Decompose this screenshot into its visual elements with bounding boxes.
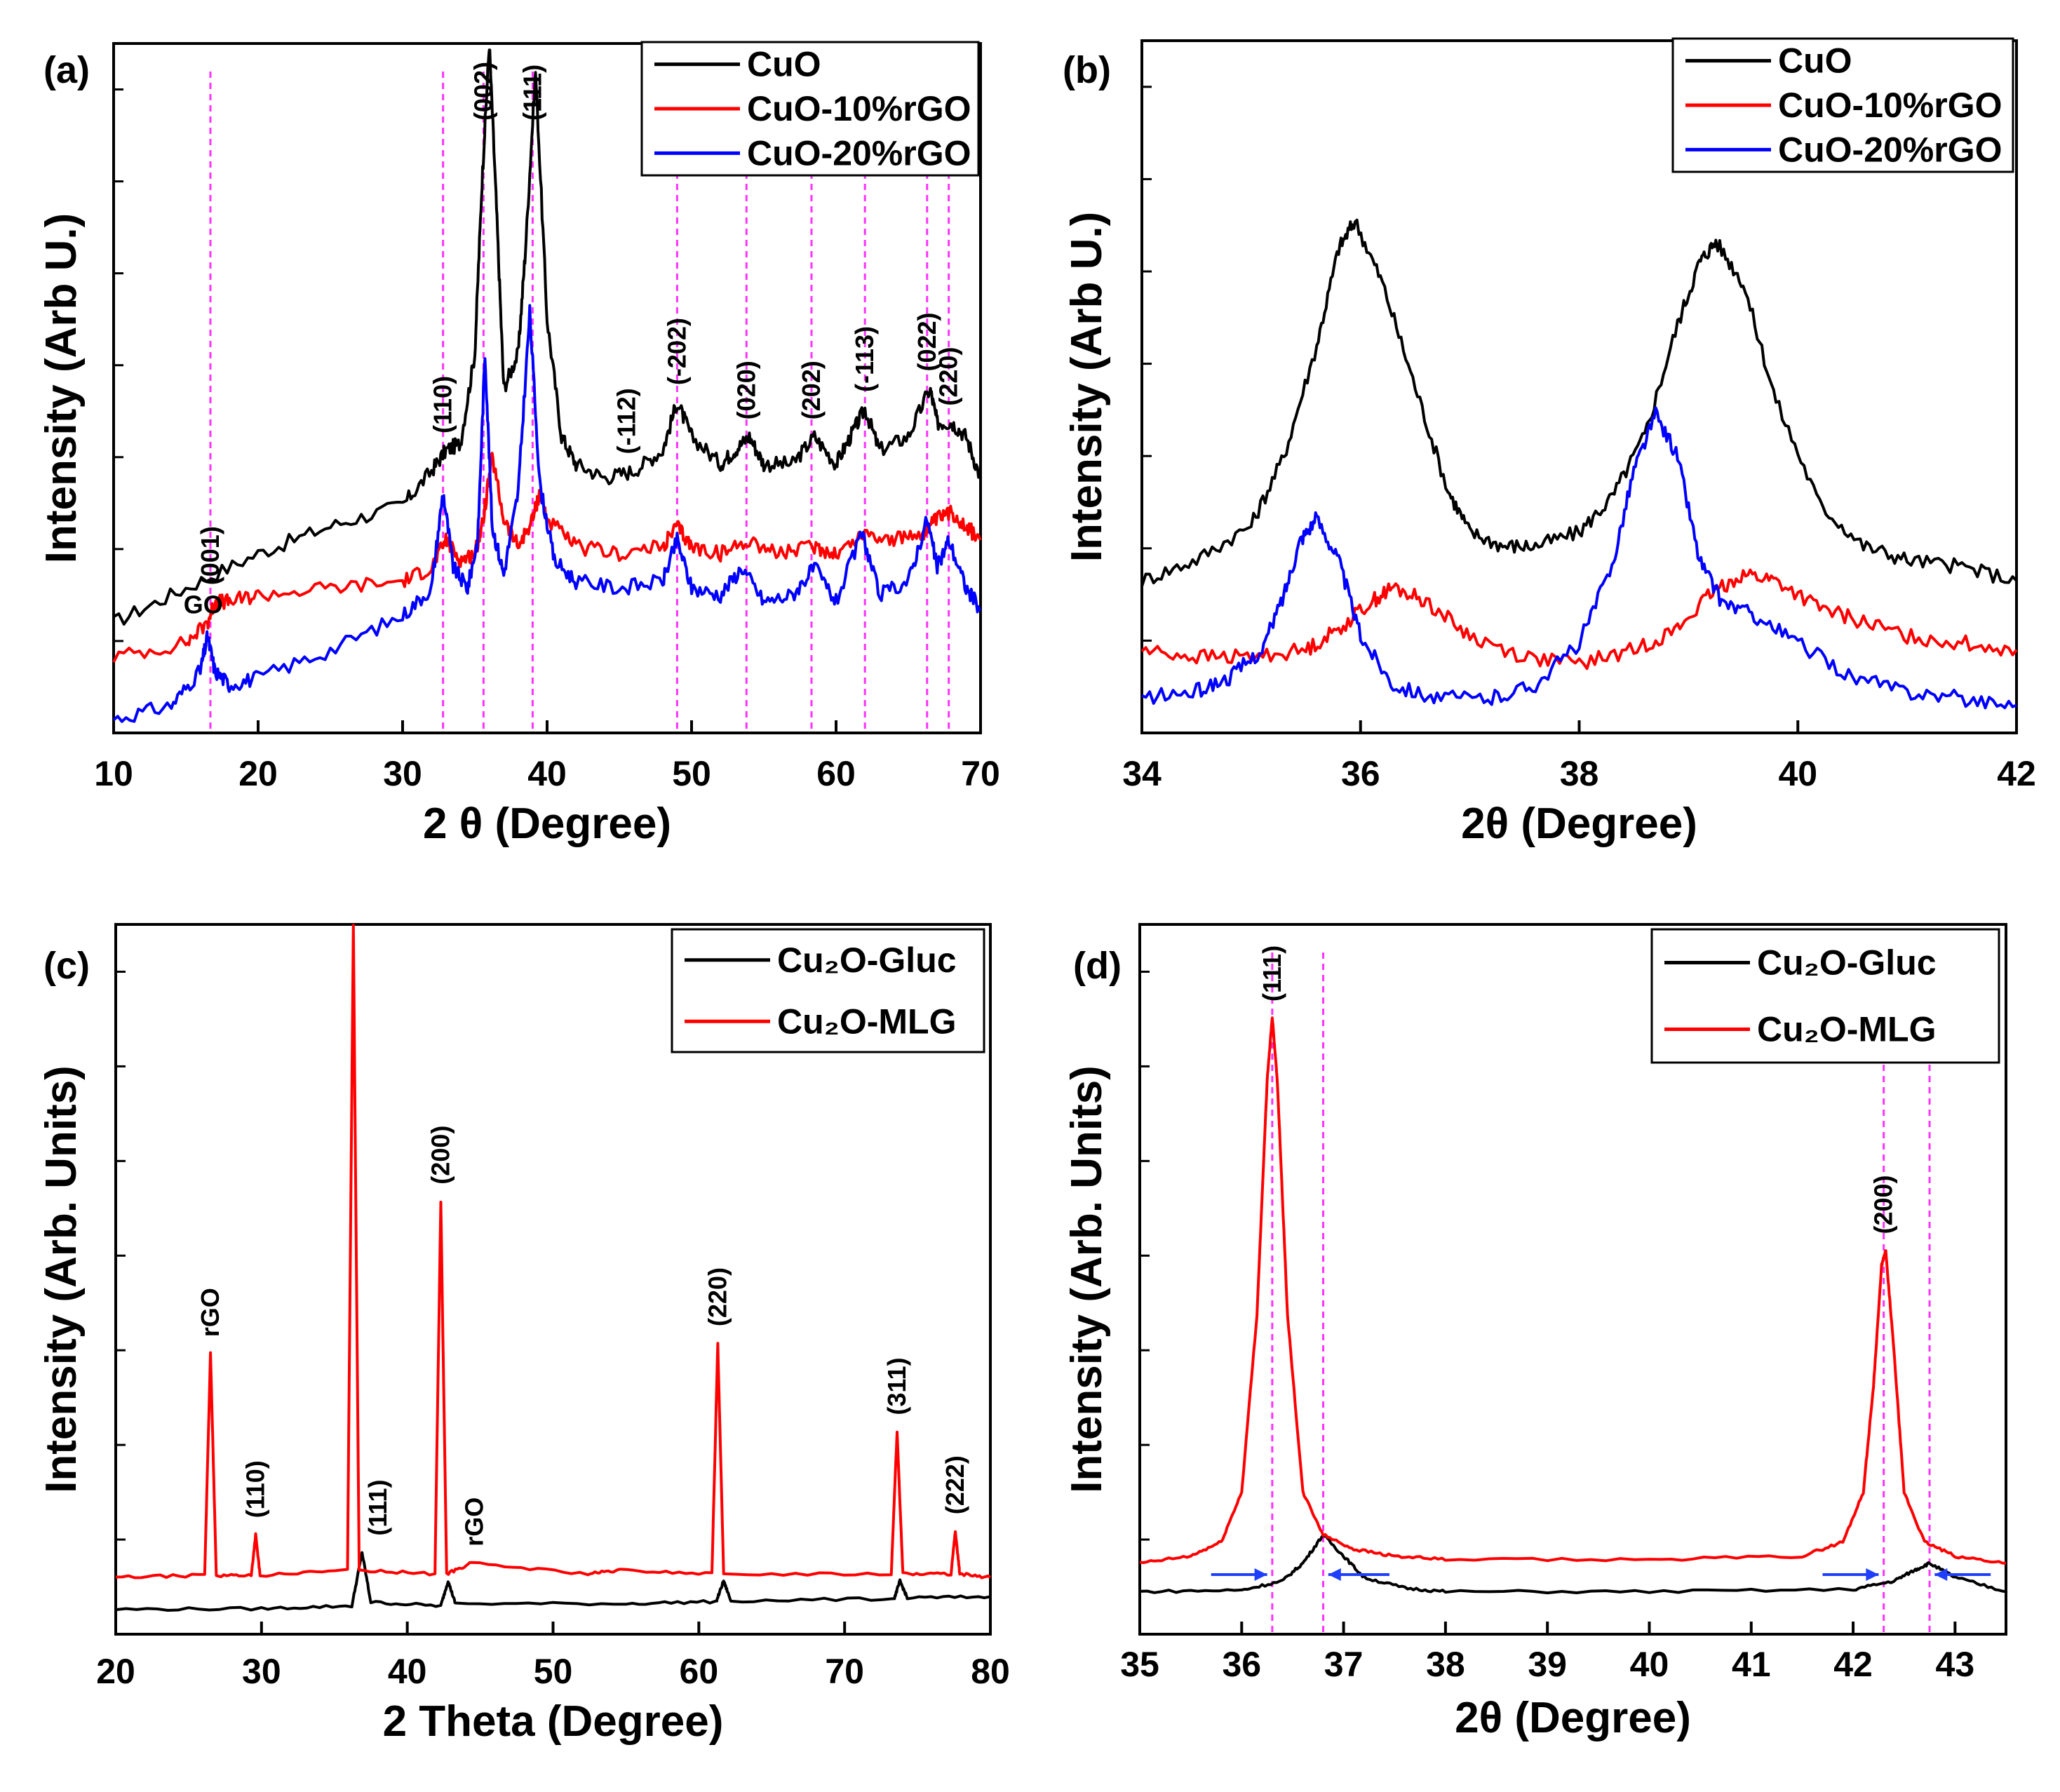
y-axis-title: Intensity (Arb U.) bbox=[1063, 212, 1111, 562]
x-axis-title: 2 θ (Degree) bbox=[423, 800, 671, 848]
peak-label: (222) bbox=[941, 1455, 969, 1514]
legend-entry: Cu₂O-MLG bbox=[1757, 1010, 1937, 1049]
legend-entry: CuO bbox=[1778, 41, 1852, 81]
arrow-head bbox=[1328, 1568, 1341, 1581]
y-axis-title: Intensity (Arb U.) bbox=[37, 213, 86, 563]
peak-label: (001) bbox=[196, 526, 224, 585]
x-tick-label: 30 bbox=[383, 754, 422, 793]
y-axis-title: Intensity (Arb. Units) bbox=[1063, 1065, 1111, 1493]
arrow-head bbox=[1934, 1568, 1948, 1581]
series-line bbox=[113, 48, 982, 626]
peak-label: (311) bbox=[882, 1358, 911, 1415]
x-tick-label: 20 bbox=[96, 1652, 135, 1691]
legend-entry: CuO-10%rGO bbox=[747, 89, 971, 128]
x-tick-label: 60 bbox=[816, 754, 856, 793]
arrow-head bbox=[1254, 1568, 1267, 1581]
peak-label: rGO bbox=[196, 1288, 224, 1337]
x-tick-label: 35 bbox=[1120, 1645, 1159, 1684]
x-tick-label: 40 bbox=[1630, 1645, 1669, 1684]
peak-label: (220) bbox=[934, 347, 963, 406]
x-tick-label: 60 bbox=[680, 1652, 719, 1691]
x-tick-label: 40 bbox=[1778, 754, 1817, 793]
peak-label: (110) bbox=[429, 376, 457, 433]
x-tick-label: 10 bbox=[94, 754, 133, 793]
panel-label: (d) bbox=[1073, 945, 1122, 987]
peak-label: (110) bbox=[241, 1460, 270, 1518]
x-tick-label: 36 bbox=[1341, 754, 1380, 793]
x-axis-title: 2 Theta (Degree) bbox=[383, 1697, 724, 1746]
chart-panel-b: 34 36 38 40 42 CuO CuO-10%rGO CuO-20%rGO 2θ (Deg… bbox=[1063, 32, 2045, 848]
series-line bbox=[115, 1551, 991, 1612]
peak-label: (111) bbox=[1258, 945, 1286, 1002]
x-tick-label: 40 bbox=[527, 754, 567, 793]
peak-label: (-113) bbox=[850, 326, 879, 392]
peak-label: (020) bbox=[732, 361, 760, 419]
x-axis-title: 2θ (Degree) bbox=[1455, 1694, 1691, 1742]
panel-background bbox=[39, 912, 1003, 1774]
x-tick-label: 50 bbox=[534, 1652, 573, 1691]
x-tick-label: 20 bbox=[238, 754, 278, 793]
series-line bbox=[1139, 1534, 2007, 1595]
chart-panel-c: 20 30 40 50 60 70 80 rGO (110) (111) (200) rGO (220)… bbox=[37, 912, 1010, 1774]
peak-label: rGO bbox=[459, 1497, 488, 1547]
series-line bbox=[112, 304, 982, 723]
panel-label: (b) bbox=[1063, 49, 1111, 91]
series-line bbox=[1140, 568, 2018, 671]
peak-label: (022) bbox=[913, 312, 941, 371]
peak-label: GO bbox=[184, 591, 223, 619]
x-tick-label: 37 bbox=[1324, 1645, 1364, 1684]
legend-entry: CuO-20%rGO bbox=[747, 133, 971, 173]
y-axis-title: Intensity (Arb. Units) bbox=[37, 1065, 86, 1493]
peak-label: (200) bbox=[426, 1126, 455, 1185]
x-tick-label: 42 bbox=[1997, 754, 2036, 793]
peak-label: (111) bbox=[363, 1480, 392, 1536]
x-axis-title: 2θ (Degree) bbox=[1461, 800, 1697, 848]
x-tick-label: 42 bbox=[1833, 1645, 1873, 1684]
panel-label: (c) bbox=[43, 945, 90, 987]
x-tick-label: 50 bbox=[672, 754, 711, 793]
series-line bbox=[115, 924, 992, 1579]
x-tick-label: 30 bbox=[242, 1652, 281, 1691]
chart-panel-a: 10 20 30 40 50 60 70 (001) GO (110) (002) (111) (-11… bbox=[37, 32, 1000, 848]
legend-box bbox=[1650, 928, 2000, 1064]
series-line bbox=[1139, 1016, 2007, 1565]
x-tick-label: 34 bbox=[1122, 754, 1162, 793]
peak-label: (111) bbox=[518, 65, 546, 121]
peak-label: (-202) bbox=[662, 318, 691, 385]
x-tick-label: 38 bbox=[1426, 1645, 1465, 1684]
chart-panel-d: 35 36 37 38 39 40 41 42 43 (111) (200) Cu₂O-Gluc Cu₂… bbox=[1063, 915, 2045, 1771]
legend-entry: CuO-10%rGO bbox=[1778, 86, 2002, 125]
peak-label: (202) bbox=[797, 361, 826, 419]
x-tick-label: 38 bbox=[1560, 754, 1599, 793]
x-tick-label: 41 bbox=[1732, 1645, 1771, 1684]
arrow-head bbox=[1866, 1568, 1879, 1581]
x-tick-label: 40 bbox=[388, 1652, 427, 1691]
peak-label: (220) bbox=[703, 1267, 732, 1326]
x-tick-label: 80 bbox=[971, 1652, 1010, 1691]
peak-label: (-112) bbox=[612, 388, 640, 454]
x-tick-label: 43 bbox=[1936, 1645, 1975, 1684]
x-tick-label: 36 bbox=[1222, 1645, 1261, 1684]
legend-box bbox=[671, 928, 985, 1053]
legend-entry: Cu₂O-Gluc bbox=[1757, 943, 1937, 983]
x-tick-label: 70 bbox=[825, 1652, 864, 1691]
series-line bbox=[1141, 406, 2017, 710]
peak-label: (002) bbox=[469, 62, 497, 121]
x-tick-label: 39 bbox=[1528, 1645, 1567, 1684]
legend-entry: CuO bbox=[747, 45, 821, 84]
legend-entry: Cu₂O-Gluc bbox=[777, 941, 957, 980]
legend-entry: Cu₂O-MLG bbox=[777, 1002, 957, 1041]
panel-label: (a) bbox=[43, 49, 90, 91]
series-line bbox=[1140, 218, 2018, 587]
peak-label: (200) bbox=[1869, 1175, 1898, 1234]
x-tick-label: 70 bbox=[961, 754, 1000, 793]
legend-entry: CuO-20%rGO bbox=[1778, 130, 2002, 169]
plot-frame bbox=[1138, 923, 2007, 1636]
